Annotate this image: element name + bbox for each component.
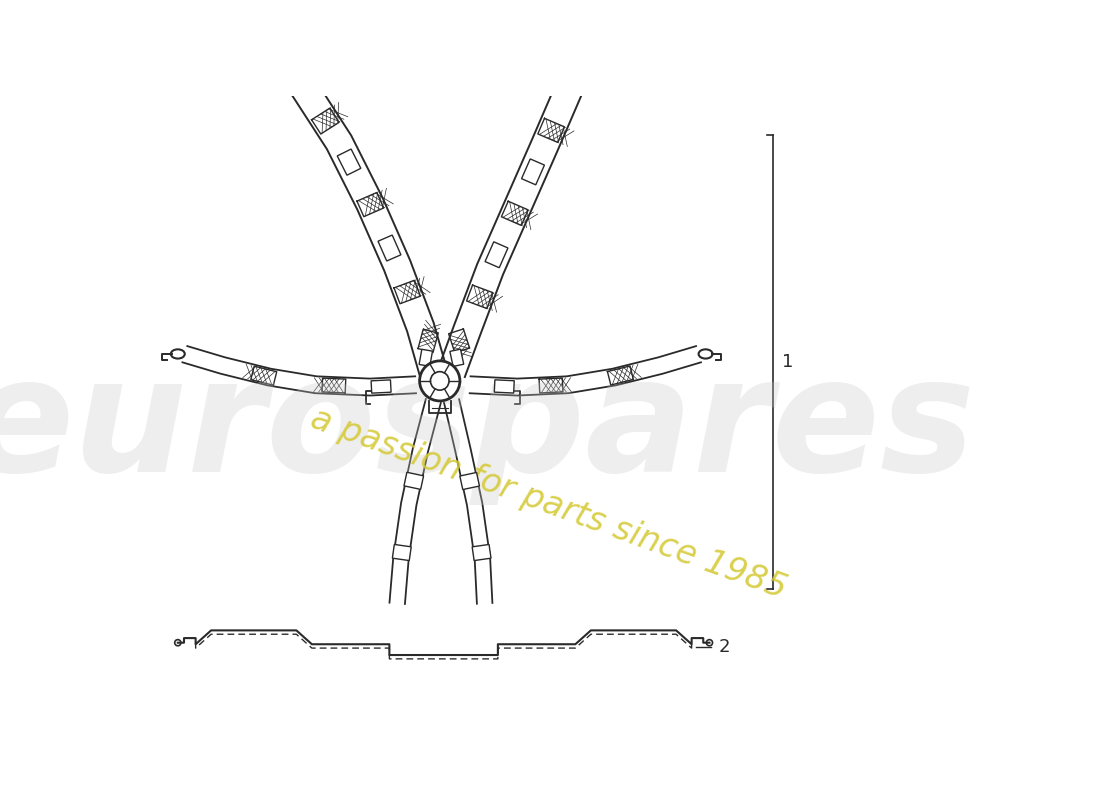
Text: eurospares: eurospares (0, 350, 976, 505)
Polygon shape (450, 349, 464, 366)
Polygon shape (472, 545, 491, 561)
Polygon shape (419, 350, 432, 366)
Text: 1: 1 (782, 353, 794, 370)
Text: 2: 2 (718, 638, 730, 655)
Polygon shape (393, 545, 411, 561)
Polygon shape (338, 149, 361, 175)
Text: a passion for parts since 1985: a passion for parts since 1985 (306, 402, 791, 606)
Polygon shape (521, 159, 544, 185)
Polygon shape (404, 472, 424, 490)
Polygon shape (494, 380, 514, 393)
Polygon shape (378, 235, 400, 261)
Circle shape (419, 361, 460, 401)
Polygon shape (460, 473, 480, 490)
Polygon shape (371, 380, 392, 393)
Polygon shape (485, 242, 508, 268)
